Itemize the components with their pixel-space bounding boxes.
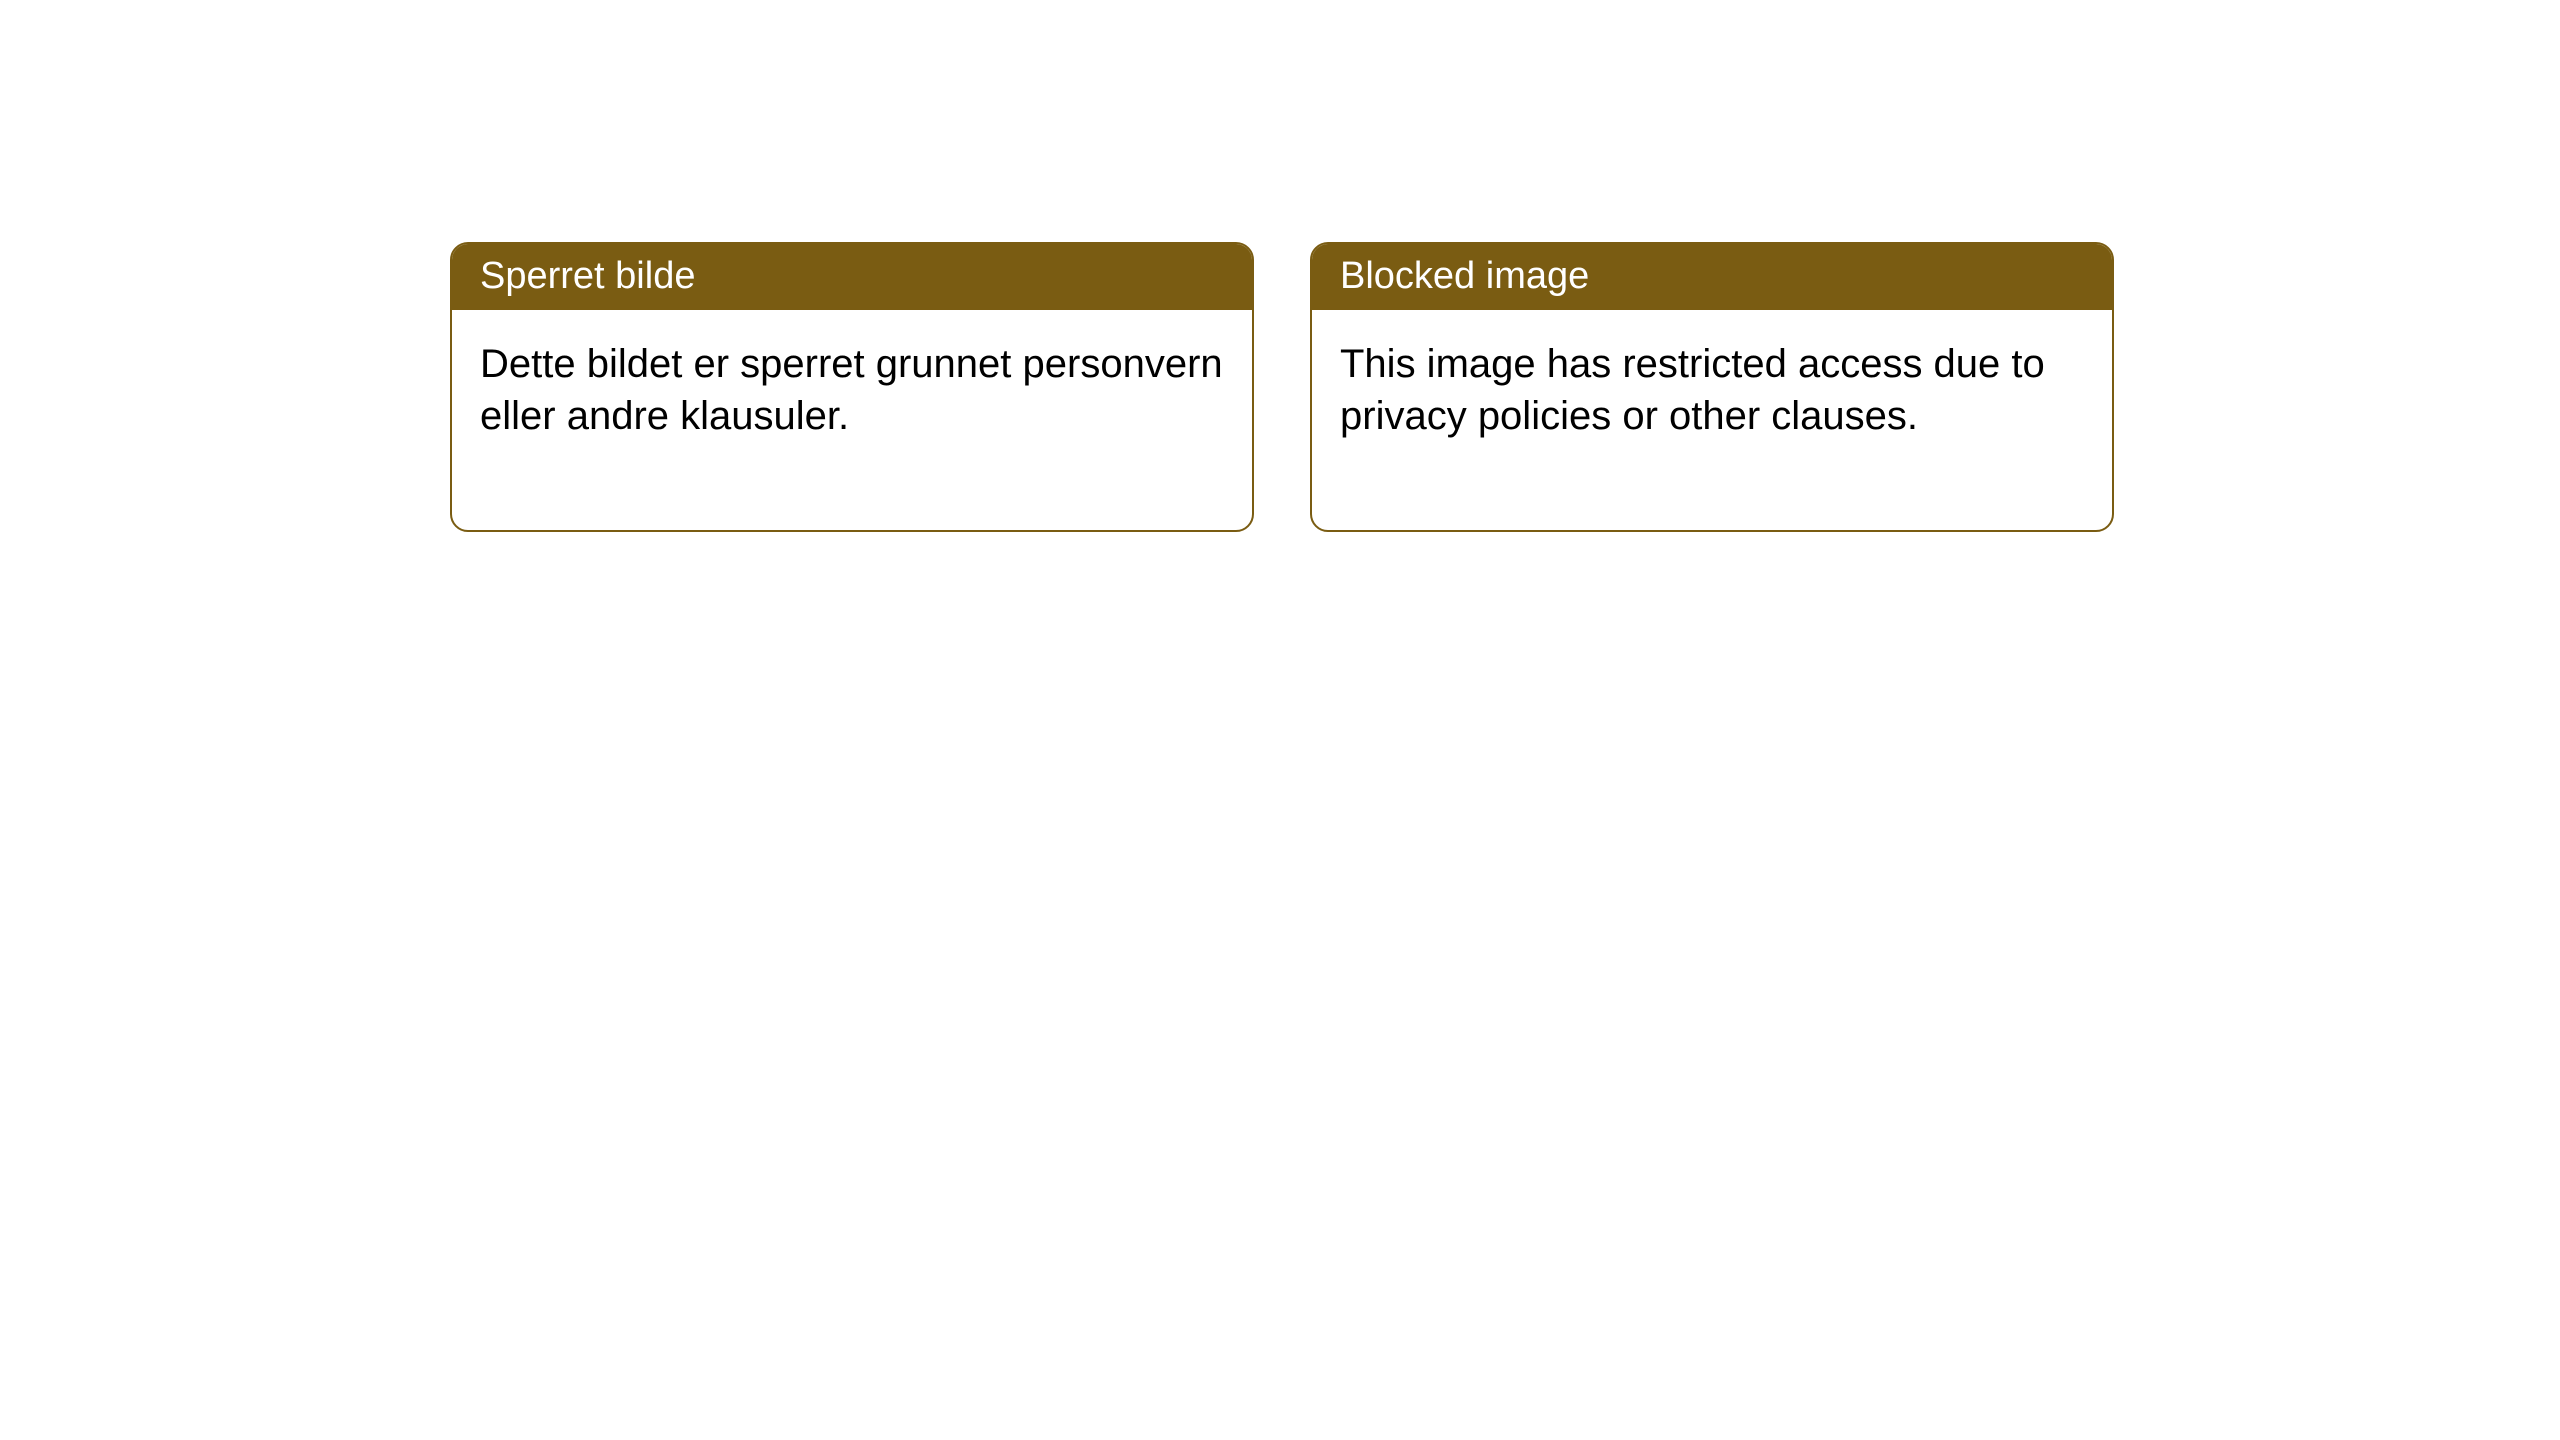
notice-header: Blocked image [1312,244,2112,310]
notice-body-text: Dette bildet er sperret grunnet personve… [480,342,1223,438]
notice-body-text: This image has restricted access due to … [1340,342,2045,438]
notice-container: Sperret bilde Dette bildet er sperret gr… [450,242,2114,532]
notice-body: This image has restricted access due to … [1312,310,2112,530]
notice-card-english: Blocked image This image has restricted … [1310,242,2114,532]
notice-body: Dette bildet er sperret grunnet personve… [452,310,1252,530]
notice-title: Sperret bilde [480,255,695,297]
notice-card-norwegian: Sperret bilde Dette bildet er sperret gr… [450,242,1254,532]
notice-title: Blocked image [1340,255,1589,297]
notice-header: Sperret bilde [452,244,1252,310]
